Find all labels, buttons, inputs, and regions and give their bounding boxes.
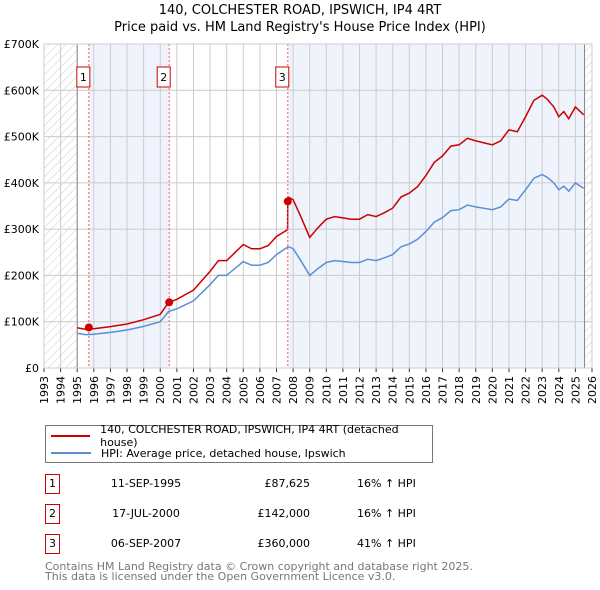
x-tick-label: 2023 bbox=[536, 376, 549, 404]
sale-point bbox=[84, 323, 93, 332]
x-tick-label: 1993 bbox=[38, 376, 51, 404]
y-tick-label: £500K bbox=[4, 131, 40, 144]
x-tick-label: 2016 bbox=[420, 376, 433, 404]
x-tick-label: 2021 bbox=[503, 376, 516, 404]
x-tick-label: 2005 bbox=[237, 376, 250, 404]
sale-point bbox=[283, 197, 292, 206]
y-tick-label: £300K bbox=[4, 223, 40, 236]
chart-subtitle: Price paid vs. HM Land Registry's House … bbox=[114, 20, 486, 35]
x-tick-label: 2010 bbox=[320, 376, 333, 404]
x-tick-label: 1997 bbox=[104, 376, 117, 404]
x-tick-label: 2024 bbox=[553, 376, 566, 404]
x-tick-label: 2004 bbox=[221, 376, 234, 404]
x-tick-label: 2020 bbox=[486, 376, 499, 404]
legend: 140, COLCHESTER ROAD, IPSWICH, IP4 4RT (… bbox=[45, 423, 433, 463]
legend-label: 140, COLCHESTER ROAD, IPSWICH, IP4 4RT (… bbox=[100, 423, 399, 449]
legend-item-hpi: HPI: Average price, detached house, Ipsw… bbox=[46, 445, 346, 461]
hatched-no-data-region bbox=[584, 44, 592, 368]
y-tick-label: £200K bbox=[4, 269, 40, 282]
footer-copyright: Contains HM Land Registry data © Crown c… bbox=[45, 560, 473, 573]
x-tick-label: 2007 bbox=[270, 376, 283, 404]
sale-hpi: 16% ↑ HPI bbox=[357, 507, 416, 520]
x-tick-label: 2015 bbox=[403, 376, 416, 404]
sale-date: 11-SEP-1995 bbox=[110, 477, 182, 490]
chart-title: 140, COLCHESTER ROAD, IPSWICH, IP4 4RT bbox=[158, 3, 442, 18]
sale-label-box bbox=[275, 66, 290, 88]
legend-swatch-blue bbox=[51, 452, 91, 454]
ownership-shade bbox=[287, 44, 585, 368]
x-tick-label: 2001 bbox=[171, 376, 184, 404]
sale-row: 2 17-JUL-2000 £142,000 16% ↑ HPI bbox=[45, 504, 465, 524]
plot-border bbox=[43, 43, 593, 369]
y-tick-label: £400K bbox=[4, 177, 40, 190]
y-tick-label: £600K bbox=[4, 84, 40, 97]
sale-price: £87,625 bbox=[264, 477, 311, 490]
hpi-line bbox=[77, 173, 585, 336]
ownership-shade bbox=[88, 44, 170, 368]
sale-price: £360,000 bbox=[257, 537, 311, 550]
x-tick-label: 1996 bbox=[88, 376, 101, 404]
sale-date: 06-SEP-2007 bbox=[110, 537, 182, 550]
x-tick-label: 1994 bbox=[55, 376, 68, 404]
x-tick-label: 2012 bbox=[354, 376, 367, 404]
x-tick-label: 1995 bbox=[71, 376, 84, 404]
sale-label: 2 bbox=[160, 71, 167, 84]
sale-point bbox=[165, 298, 174, 307]
sale-label: 3 bbox=[279, 71, 286, 84]
x-tick-label: 2009 bbox=[304, 376, 317, 404]
x-tick-label: 2018 bbox=[453, 376, 466, 404]
sale-hpi: 41% ↑ HPI bbox=[357, 537, 416, 550]
x-tick-label: 2025 bbox=[569, 376, 582, 404]
x-tick-label: 2008 bbox=[287, 376, 300, 404]
x-tick-label: 1998 bbox=[121, 376, 134, 404]
legend-item-property: 140, COLCHESTER ROAD, IPSWICH, IP4 4RT (… bbox=[46, 423, 432, 449]
property-price-line bbox=[77, 94, 585, 331]
x-tick-label: 2013 bbox=[370, 376, 383, 404]
y-tick-label: £100K bbox=[4, 316, 40, 329]
x-tick-label: 2017 bbox=[437, 376, 450, 404]
sale-label-box bbox=[156, 66, 171, 88]
y-tick-label: £0 bbox=[25, 362, 39, 375]
x-tick-label: 2014 bbox=[387, 376, 400, 404]
sale-label: 1 bbox=[80, 71, 87, 84]
sale-number: 1 bbox=[45, 474, 60, 494]
x-tick-label: 2026 bbox=[586, 376, 599, 404]
sale-label-box bbox=[76, 66, 91, 88]
price-chart: 1993 1994 1995 1996 1997 1998 1999 2000 2001 2002… bbox=[4, 38, 599, 404]
sale-price: £142,000 bbox=[257, 507, 311, 520]
sale-hpi: 16% ↑ HPI bbox=[357, 477, 416, 490]
footer-licence: This data is licensed under the Open Gov… bbox=[45, 570, 396, 583]
x-tick-label: 2002 bbox=[187, 376, 200, 404]
x-tick-label: 2022 bbox=[520, 376, 533, 404]
x-tick-label: 2000 bbox=[154, 376, 167, 404]
x-tick-label: 2006 bbox=[254, 376, 267, 404]
legend-swatch-red bbox=[51, 435, 91, 437]
sale-number: 3 bbox=[45, 534, 60, 554]
y-tick-label: £700K bbox=[4, 38, 40, 51]
x-tick-label: 1999 bbox=[138, 376, 151, 404]
x-tick-label: 2003 bbox=[204, 376, 217, 404]
legend-label: HPI: Average price, detached house, Ipsw… bbox=[101, 446, 346, 460]
x-tick-label: 2011 bbox=[337, 376, 350, 404]
sale-date: 17-JUL-2000 bbox=[112, 507, 180, 520]
sale-number: 2 bbox=[45, 504, 60, 524]
x-tick-label: 2019 bbox=[470, 376, 483, 404]
sale-row: 1 11-SEP-1995 £87,625 16% ↑ HPI bbox=[45, 474, 465, 494]
sale-row: 3 06-SEP-2007 £360,000 41% ↑ HPI bbox=[45, 534, 465, 554]
